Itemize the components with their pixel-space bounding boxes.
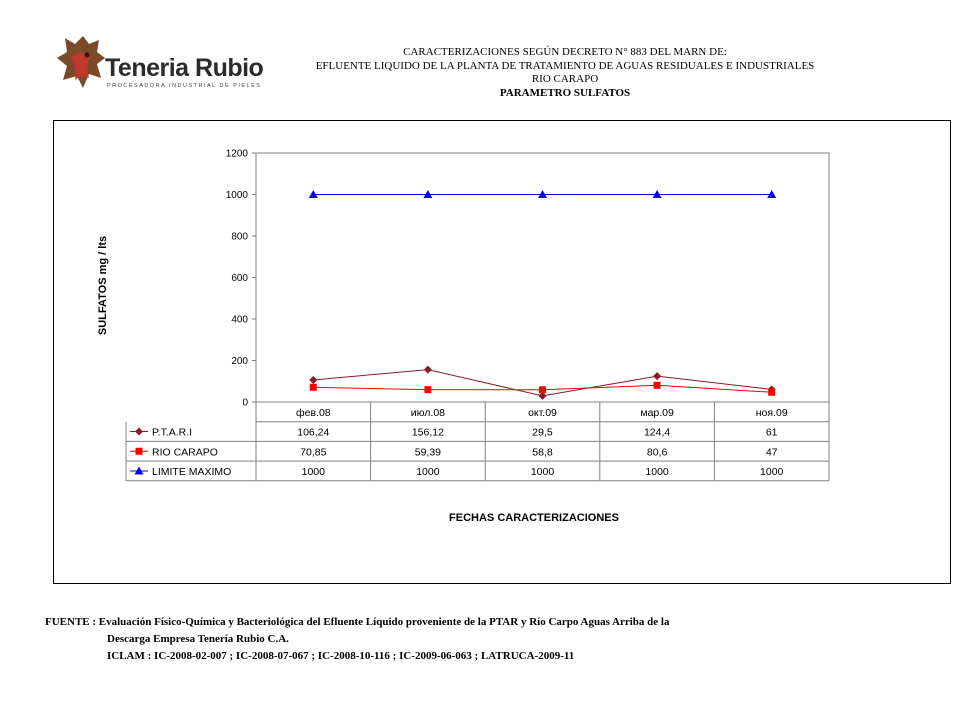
logo-tagline: PROCESADORA INDUSTRIAL DE PIELES (107, 83, 262, 89)
legend-label-rio-carapo: RIO CARAPO (152, 446, 218, 458)
x-category-label: ноя.09 (756, 407, 788, 419)
sulfates-chart: 0 200 400 600 800 1000 1200 SULFATOS mg / lts фе… (97, 149, 830, 524)
data-point-limite-maximo (423, 190, 433, 198)
header-line-1: CARACTERIZACIONES SEGÚN DECRETO N° 883 D… (403, 46, 727, 58)
data-point-p-t-a-r-i (423, 365, 432, 374)
data-label-rio-carapo: 70,85 (300, 446, 326, 458)
data-label-p-t-a-r-i: 106,24 (297, 427, 329, 439)
x-category-label: июл.08 (411, 407, 445, 419)
x-category-label: фев.08 (296, 407, 331, 419)
footer-iclam: ICLAM : IC-2008-02-007 ; IC-2008-07-067 … (107, 650, 575, 662)
source-footer: FUENTE : Evaluación Físico-Química y Bac… (45, 614, 669, 665)
data-label-p-t-a-r-i: 61 (766, 427, 778, 439)
data-point-p-t-a-r-i (538, 391, 547, 400)
legend-marker-rio-carapo (135, 447, 143, 455)
data-point-rio-carapo (653, 381, 661, 389)
data-point-rio-carapo (424, 386, 432, 394)
data-point-rio-carapo (309, 383, 317, 391)
data-point-rio-carapo (539, 386, 546, 394)
company-logo: Teneria Rubio PROCESADORA INDUSTRIAL DE … (55, 34, 264, 94)
data-label-limite-maximo: 1000 (302, 466, 326, 478)
data-label-limite-maximo: 1000 (760, 466, 784, 478)
data-point-limite-maximo (308, 190, 318, 198)
y-tick-label: 600 (231, 273, 248, 284)
data-point-limite-maximo (538, 190, 547, 198)
header-line-3: RIO CARAPO (531, 73, 599, 85)
logo-name: Teneria Rubio (105, 54, 264, 82)
leather-hide-icon (57, 36, 105, 88)
data-point-p-t-a-r-i (309, 375, 318, 384)
footer-source-cont: Descarga Empresa Tenería Rubio C.A. (107, 633, 289, 645)
report-header: CARACTERIZACIONES SEGÚN DECRETO N° 883 D… (250, 46, 880, 100)
data-point-rio-carapo (768, 388, 776, 396)
data-point-limite-maximo (652, 190, 662, 198)
header-line-2: EFLUENTE LIQUIDO DE LA PLANTA DE TRATAMI… (315, 59, 815, 72)
y-tick-label: 400 (231, 315, 248, 326)
data-label-p-t-a-r-i: 124,4 (644, 427, 670, 439)
data-label-rio-carapo: 59,39 (415, 446, 441, 458)
data-point-limite-maximo (767, 190, 777, 198)
data-label-limite-maximo: 1000 (645, 466, 669, 478)
y-axis-title: SULFATOS mg / lts (97, 236, 109, 335)
legend-marker-limite-maximo (134, 466, 144, 475)
data-label-limite-maximo: 1000 (531, 466, 555, 478)
data-label-limite-maximo: 1000 (416, 466, 440, 478)
data-label-rio-carapo: 80,6 (647, 446, 668, 458)
y-tick-label: 800 (231, 232, 248, 243)
legend-label-limite-maximo: LIMITE MAXIMO (152, 466, 231, 478)
legend-marker-p-t-a-r-i (135, 427, 143, 436)
data-label-rio-carapo: 47 (766, 446, 778, 458)
y-tick-label: 200 (231, 356, 248, 367)
x-category-label: окт.09 (528, 407, 557, 419)
chart-frame: 0 200 400 600 800 1000 1200 SULFATOS mg / lts фе… (53, 120, 951, 584)
y-tick-label: 1200 (226, 149, 249, 160)
data-label-p-t-a-r-i: 156,12 (412, 427, 444, 439)
data-label-p-t-a-r-i: 29,5 (532, 427, 553, 439)
x-axis-title: FECHAS CARACTERIZACIONES (449, 512, 619, 524)
data-point-p-t-a-r-i (653, 372, 662, 381)
x-category-label: мар.09 (640, 407, 674, 419)
footer-source: FUENTE : Evaluación Físico-Química y Bac… (45, 616, 670, 628)
header-parameter: PARAMETRO SULFATOS (499, 86, 631, 99)
data-label-rio-carapo: 58,8 (532, 446, 553, 458)
y-tick-label: 1000 (226, 190, 249, 201)
legend-label-p-t-a-r-i: P.T.A.R.I (152, 427, 192, 439)
y-tick-label: 0 (242, 398, 248, 409)
